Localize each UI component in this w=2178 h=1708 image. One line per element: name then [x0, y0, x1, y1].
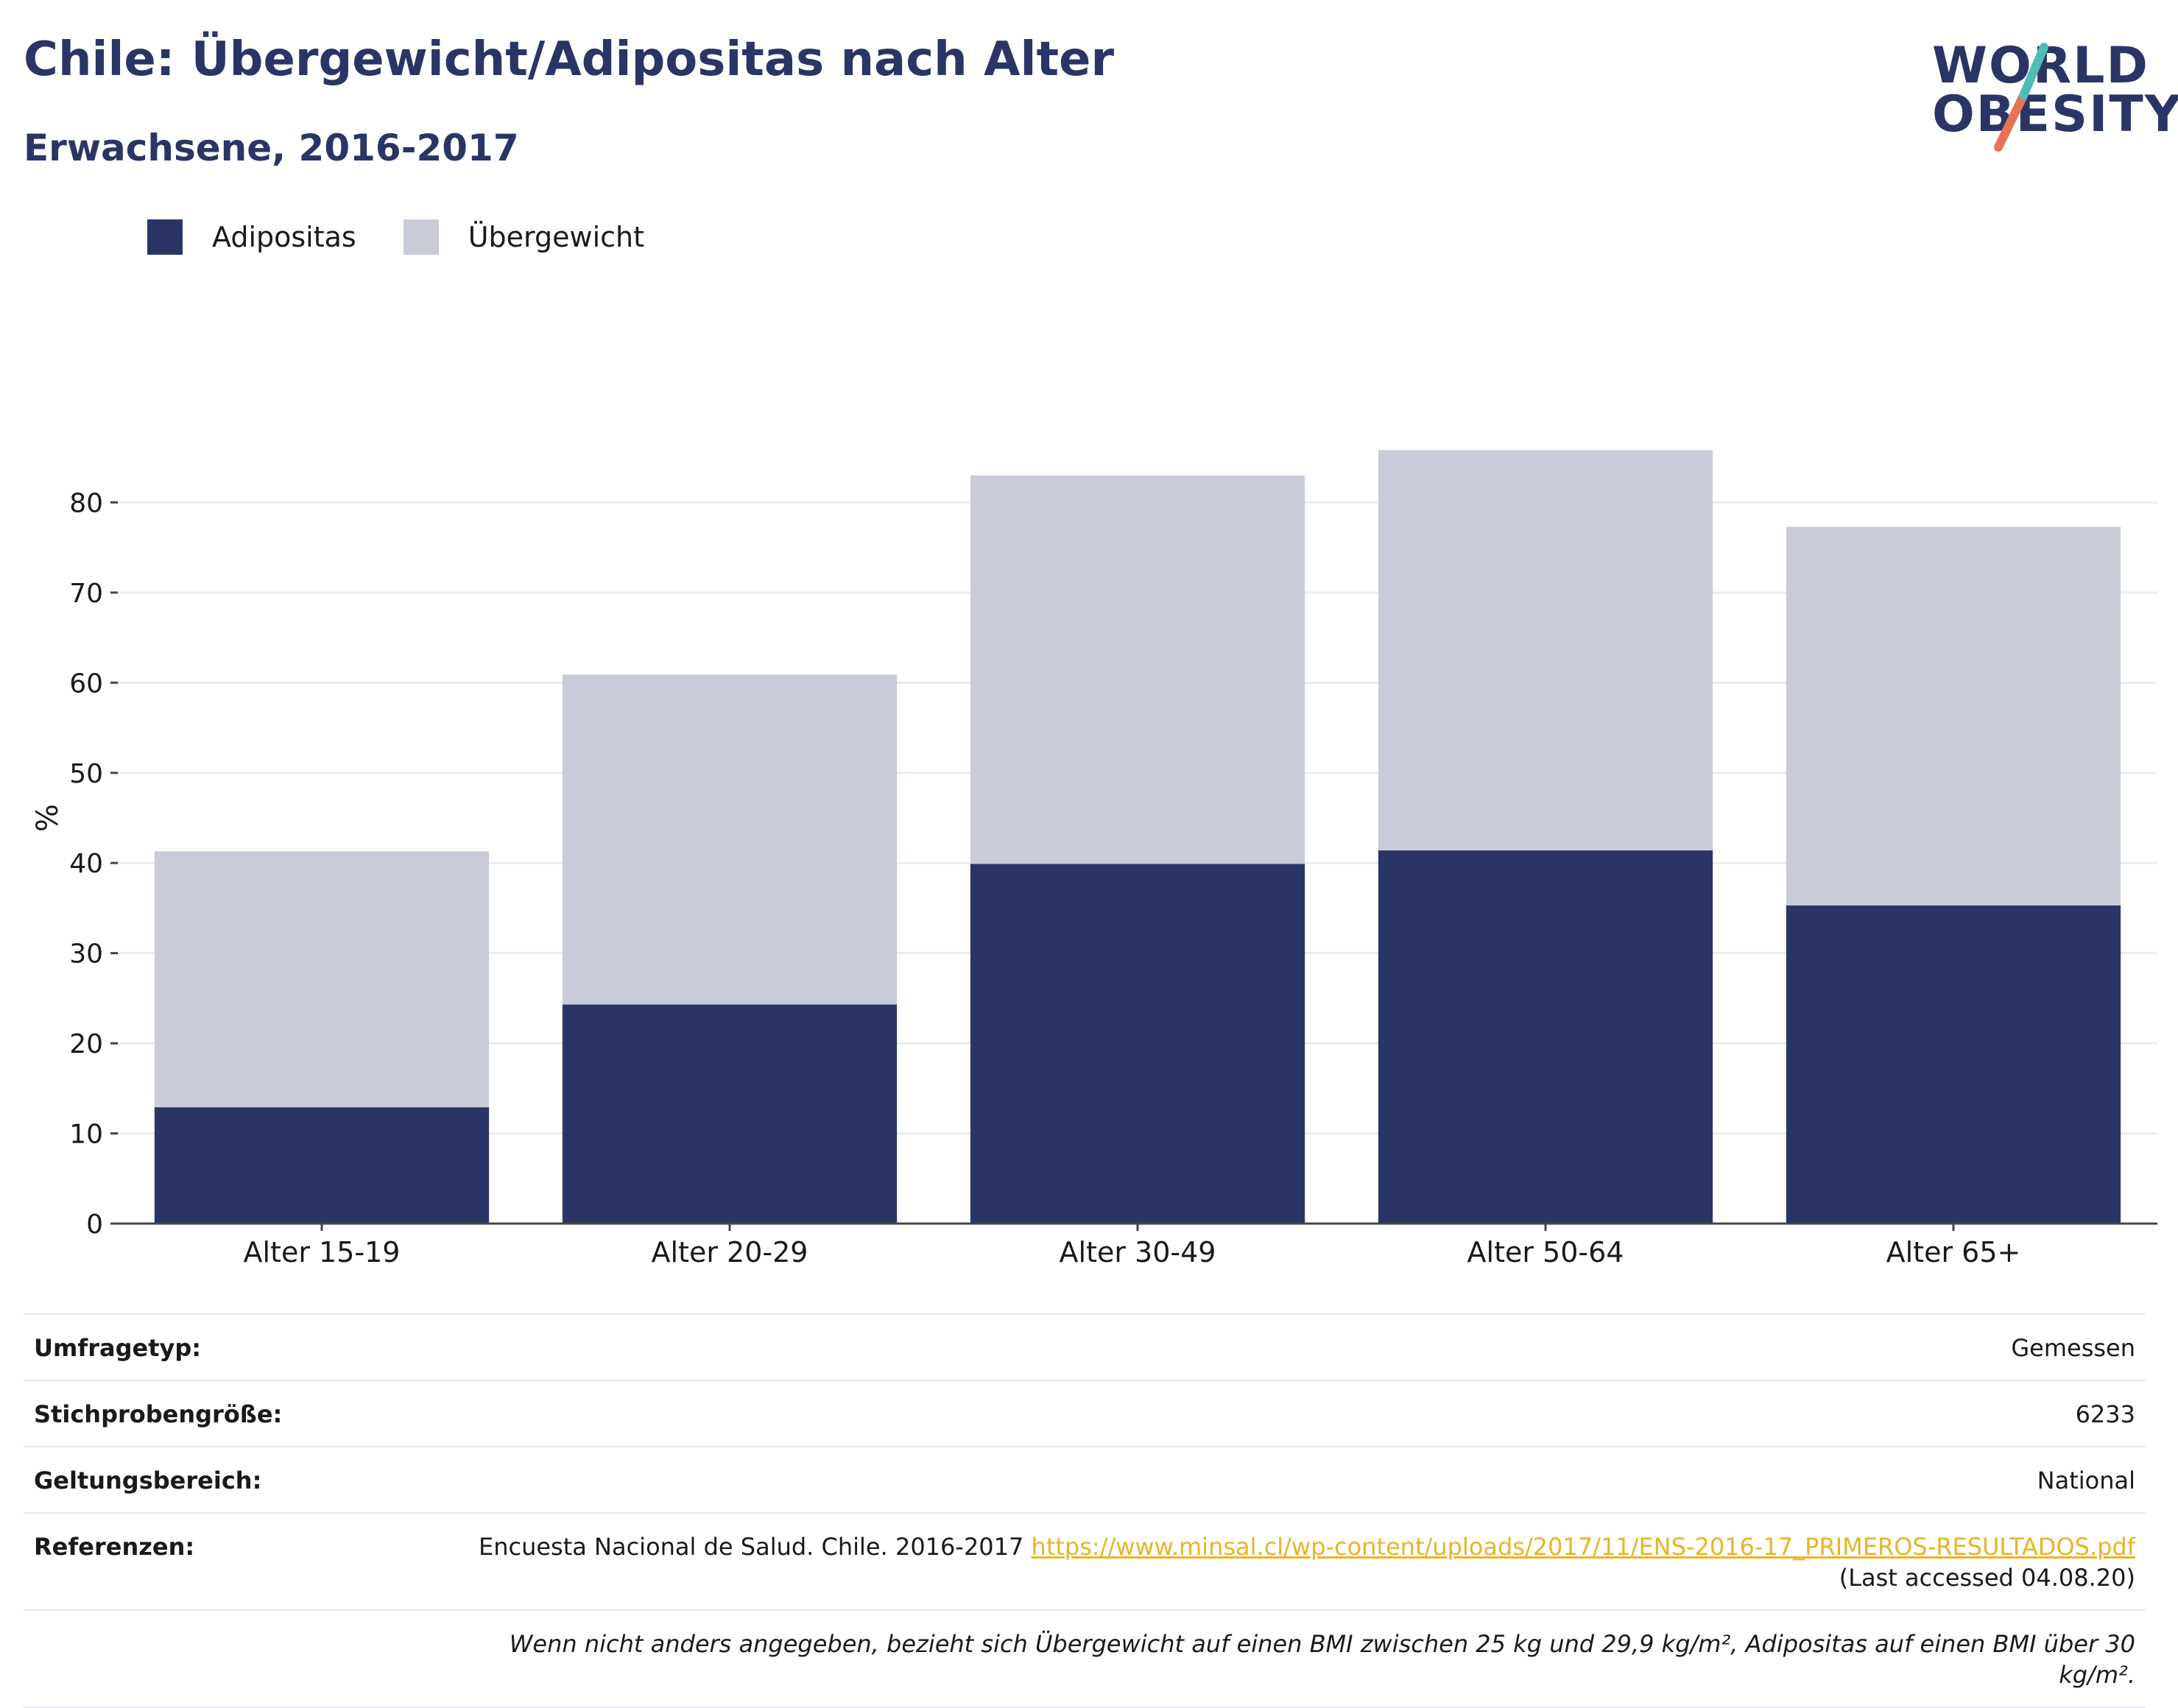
bar-adipositas: [562, 1004, 898, 1224]
bar-uebergewicht: [1786, 526, 2121, 906]
info-row-survey-type: Umfragetyp: Gemessen: [24, 1313, 2146, 1380]
chart-legend: Adipositas Übergewicht: [147, 219, 691, 255]
definition-note: Wenn nicht anders angegeben, bezieht sic…: [509, 1630, 2135, 1689]
sample-size-label: Stichprobengröße:: [34, 1400, 283, 1428]
y-tick-label: 80: [69, 488, 103, 518]
references-label: Referenzen:: [34, 1533, 195, 1561]
x-tick-label: Alter 50-64: [1467, 1236, 1624, 1268]
info-row-references: Referenzen: Encuesta Nacional de Salud. …: [24, 1512, 2146, 1609]
legend-swatch-adipositas: [147, 219, 183, 255]
references-suffix: (Last accessed 04.08.20): [1839, 1564, 2135, 1592]
scope-value: National: [2037, 1467, 2135, 1494]
info-row-scope: Geltungsbereich: National: [24, 1446, 2146, 1512]
bar-adipositas: [1786, 905, 2121, 1224]
y-tick-label: 10: [69, 1120, 103, 1150]
survey-type-value: Gemessen: [2011, 1334, 2135, 1362]
bar-adipositas: [1378, 850, 1713, 1224]
bar-uebergewicht: [970, 475, 1305, 864]
x-tick-label: Alter 15-19: [244, 1236, 401, 1268]
references-value: Encuesta Nacional de Salud. Chile. 2016-…: [442, 1531, 2135, 1593]
legend-item-adipositas[interactable]: Adipositas: [147, 219, 356, 255]
info-table: Umfragetyp: Gemessen Stichprobengröße: 6…: [24, 1313, 2146, 1708]
info-row-note: Wenn nicht anders angegeben, bezieht sic…: [24, 1609, 2146, 1708]
bar-adipositas: [970, 864, 1305, 1224]
logo-line-2: OBESITY: [1932, 85, 2178, 144]
bar-uebergewicht: [154, 851, 490, 1108]
y-tick-label: 0: [86, 1210, 103, 1240]
legend-swatch-uebergewicht: [403, 219, 439, 255]
x-tick-label: Alter 20-29: [652, 1236, 808, 1268]
scope-label: Geltungsbereich:: [34, 1467, 262, 1494]
info-row-sample-size: Stichprobengröße: 6233: [24, 1380, 2146, 1446]
y-tick-label: 70: [69, 579, 103, 609]
y-axis-label: %: [31, 804, 65, 832]
sample-size-value: 6233: [2075, 1400, 2135, 1428]
page-subtitle: Erwachsene, 2016-2017: [24, 127, 519, 169]
bar-chart: 0 10 20 30 40 50 60 70 80% Alter 15-19 Alter 20-29…: [31, 450, 2157, 1268]
y-tick-label: 40: [69, 849, 103, 879]
logo-slash-icon: [1994, 43, 2048, 152]
bar-uebergewicht: [1378, 450, 1713, 851]
reference-link[interactable]: https://www.minsal.cl/wp-content/uploads…: [1031, 1533, 2135, 1561]
references-text: Encuesta Nacional de Salud. Chile. 2016-…: [478, 1533, 1032, 1561]
page-title: Chile: Übergewicht/Adipositas nach Alter: [24, 32, 1114, 87]
legend-label-adipositas: Adipositas: [212, 221, 356, 253]
y-tick-label: 20: [69, 1029, 103, 1059]
survey-type-label: Umfragetyp:: [34, 1334, 202, 1362]
x-tick-label: Alter 30-49: [1060, 1236, 1216, 1268]
legend-label-uebergewicht: Übergewicht: [468, 221, 644, 253]
world-obesity-logo: WORLD OBESITY: [1922, 22, 2178, 155]
x-tick-label: Alter 65+: [1886, 1236, 2021, 1268]
bar-adipositas: [154, 1107, 490, 1224]
y-tick-label: 50: [69, 759, 103, 789]
y-tick-label: 30: [69, 939, 103, 970]
legend-item-uebergewicht[interactable]: Übergewicht: [403, 219, 644, 255]
y-tick-label: 60: [69, 668, 103, 699]
bar-uebergewicht: [562, 674, 898, 1005]
